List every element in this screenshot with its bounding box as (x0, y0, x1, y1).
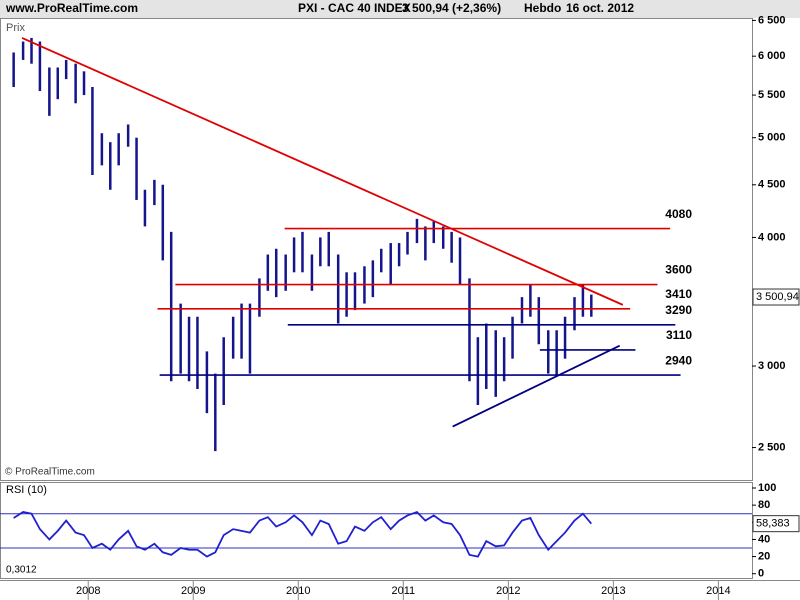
level-label: 2940 (665, 353, 692, 367)
level-label: 3410 (665, 287, 692, 301)
x-tick-label: 2008 (76, 585, 100, 597)
x-tick-label: 2010 (286, 585, 310, 597)
date: 16 oct. 2012 (566, 1, 634, 15)
y-tick-label: 5 500 (758, 89, 786, 101)
last-value-label: 58,383 (756, 518, 790, 530)
y-tick-label: 100 (758, 482, 776, 494)
trend-line (452, 344, 621, 428)
rsi-line (13, 510, 592, 558)
price-panel (0, 18, 753, 481)
rsi-panel (0, 482, 753, 579)
instrument: PXI - CAC 40 INDEX (298, 1, 411, 15)
trend-line (21, 37, 624, 306)
x-tick-label: 2011 (391, 585, 415, 597)
x-tick-label: 2012 (496, 585, 520, 597)
y-tick-label: 3 000 (758, 360, 786, 372)
y-tick-label: 0 (758, 568, 764, 580)
x-tick-label: 2014 (706, 585, 730, 597)
y-tick-label: 5 000 (758, 132, 786, 144)
last-value-box (752, 288, 800, 306)
y-tick-label: 4 000 (758, 231, 786, 243)
header-bar (0, 0, 800, 18)
rsi-title: RSI (10) (6, 484, 47, 496)
rsi-note: 0,3012 (6, 565, 37, 576)
x-tick-label: 2013 (601, 585, 625, 597)
last-value-label: 3 500,94 (756, 291, 799, 303)
y-tick-label: 4 500 (758, 179, 786, 191)
period: Hebdo (524, 1, 561, 15)
y-tick-label: 6 000 (758, 50, 786, 62)
y-tick-label: 2 500 (758, 441, 786, 453)
level-label: 3110 (666, 328, 692, 342)
last-value-box (752, 515, 800, 533)
y-tick-label: 80 (758, 499, 770, 511)
x-tick-label: 2009 (181, 585, 205, 597)
y-tick-label: 20 (758, 550, 770, 562)
price-title: Prix (6, 22, 25, 34)
level-label: 4080 (665, 207, 692, 221)
level-label: 3600 (665, 263, 692, 277)
quote: 3 500,94 (+2,36%) (402, 1, 501, 15)
y-tick-label: 40 (758, 533, 770, 545)
copyright: © ProRealTime.com (5, 467, 95, 478)
site-name: www.ProRealTime.com (5, 1, 138, 15)
level-label: 3290 (665, 303, 692, 317)
y-tick-label: 6 500 (758, 14, 786, 26)
